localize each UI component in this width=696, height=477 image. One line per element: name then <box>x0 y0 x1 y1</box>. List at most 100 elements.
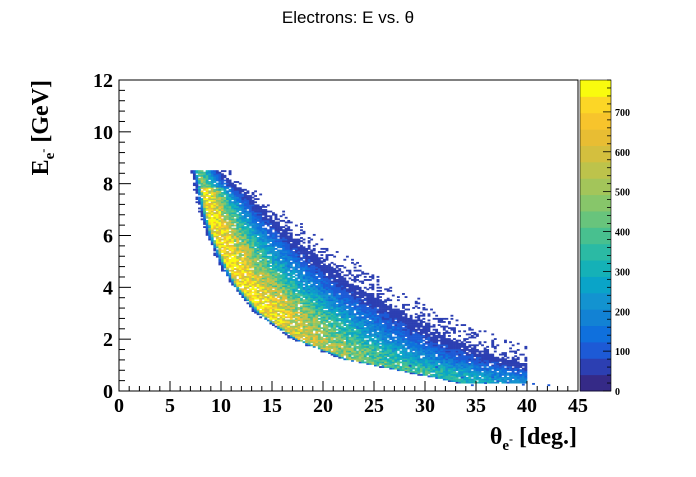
heatmap-cell <box>437 333 441 336</box>
heatmap-cell <box>238 265 242 267</box>
heatmap-cell <box>312 307 316 309</box>
heatmap-cell <box>496 358 500 361</box>
heatmap-cell <box>269 314 273 317</box>
heatmap-cell <box>289 285 293 288</box>
heatmap-cell <box>353 303 357 306</box>
heatmap-cell <box>476 356 479 359</box>
heatmap-cell <box>279 249 283 252</box>
heatmap-cell <box>493 364 497 367</box>
heatmap-cell <box>396 363 400 365</box>
heatmap-cell <box>335 274 339 277</box>
heatmap-cell <box>455 378 459 381</box>
heatmap-cell <box>300 251 303 253</box>
heatmap-cell <box>501 366 505 368</box>
heatmap-cell <box>236 240 240 243</box>
heatmap-cell <box>289 252 293 255</box>
heatmap-cell <box>233 252 237 255</box>
heatmap-cell <box>328 316 331 319</box>
heatmap-cell <box>269 265 273 267</box>
heatmap-cell <box>315 291 319 294</box>
heatmap-cell <box>440 364 444 367</box>
heatmap-cell <box>297 266 301 269</box>
heatmap-cell <box>297 241 301 244</box>
heatmap-cell <box>274 257 278 260</box>
heatmap-cell <box>521 378 525 381</box>
heatmap-cell <box>442 333 446 336</box>
heatmap-cell <box>218 237 222 239</box>
heatmap-cell <box>215 226 219 229</box>
heatmap-cell <box>289 247 293 250</box>
heatmap-cell <box>384 327 388 330</box>
heatmap-cell <box>328 280 331 283</box>
heatmap-cell <box>264 291 268 294</box>
heatmap-cell <box>379 303 382 306</box>
heatmap-cell <box>404 303 408 306</box>
heatmap-cell <box>402 341 405 344</box>
heatmap-cell <box>368 283 372 286</box>
heatmap-cell <box>514 367 518 370</box>
heatmap-cell <box>259 257 263 260</box>
heatmap-cell <box>432 359 436 362</box>
heatmap-cell <box>238 289 242 292</box>
heatmap-cell <box>483 341 487 344</box>
heatmap-cell <box>340 331 344 334</box>
heatmap-cell <box>272 249 275 252</box>
heatmap-cell <box>356 330 359 333</box>
heatmap-cell <box>310 263 314 266</box>
heatmap-cell <box>233 265 237 267</box>
heatmap-cell <box>297 282 301 285</box>
heatmap-cell <box>376 319 380 322</box>
heatmap-cell <box>340 286 344 289</box>
heatmap-cell <box>266 316 270 319</box>
heatmap-cell <box>356 261 359 264</box>
heatmap-cell <box>470 349 474 351</box>
heatmap-cell <box>437 352 441 354</box>
heatmap-cell <box>228 249 232 252</box>
heatmap-cell <box>259 254 263 257</box>
heatmap-cell <box>272 314 275 317</box>
heatmap-cell <box>302 331 306 334</box>
heatmap-cell <box>317 305 321 308</box>
heatmap-cell <box>338 322 342 325</box>
heatmap-cell <box>356 269 359 272</box>
heatmap-cell <box>368 324 372 326</box>
heatmap-cell <box>366 358 370 361</box>
heatmap-cell <box>496 363 500 365</box>
heatmap-cell <box>430 361 433 364</box>
heatmap-cell <box>269 310 273 312</box>
heatmap-cell <box>498 367 502 370</box>
heatmap-cell <box>297 338 301 340</box>
heatmap-cell <box>284 327 288 330</box>
heatmap-cell <box>284 271 288 274</box>
heatmap-cell <box>289 300 293 303</box>
heatmap-cell <box>381 293 385 295</box>
heatmap-cell <box>274 226 278 229</box>
heatmap-cell <box>414 350 418 353</box>
heatmap-cell <box>419 344 423 347</box>
heatmap-cell <box>213 235 217 238</box>
heatmap-cell <box>514 373 518 376</box>
heatmap-cell <box>307 317 311 320</box>
heatmap-cell <box>371 349 375 351</box>
heatmap-cell <box>345 280 349 283</box>
heatmap-cell <box>465 378 469 381</box>
heatmap-cell <box>266 285 270 288</box>
heatmap-cell <box>470 372 474 375</box>
heatmap-cell <box>419 339 423 342</box>
heatmap-cell <box>371 341 375 344</box>
heatmap-cell <box>450 367 454 370</box>
heatmap-cell <box>384 322 388 325</box>
heatmap-cell <box>381 316 385 319</box>
heatmap-cell <box>330 297 334 300</box>
heatmap-cell <box>368 331 372 334</box>
heatmap-cell <box>272 313 275 316</box>
heatmap-cell <box>294 307 298 309</box>
heatmap-cell <box>430 345 433 348</box>
heatmap-cell <box>307 328 311 331</box>
heatmap-cell <box>402 359 405 362</box>
heatmap-cell <box>343 258 347 261</box>
heatmap-cell <box>241 244 245 247</box>
heatmap-cell <box>261 263 265 266</box>
heatmap-cell <box>509 364 512 367</box>
heatmap-cell <box>356 296 359 298</box>
